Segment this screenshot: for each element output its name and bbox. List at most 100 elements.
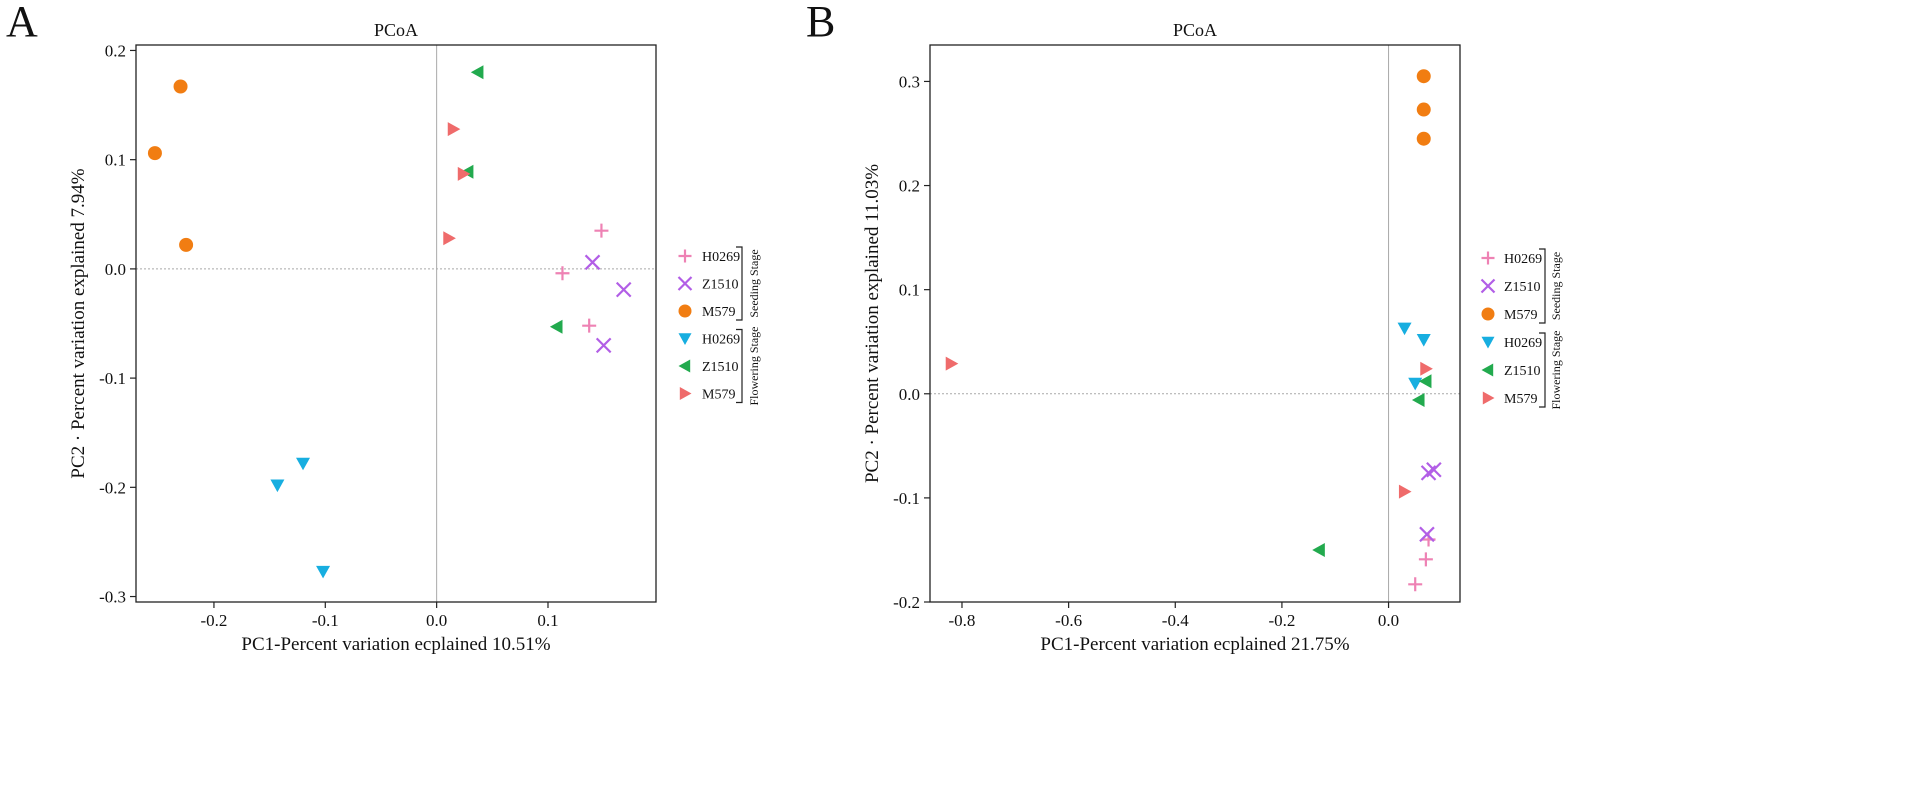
data-point <box>594 223 609 238</box>
data-point <box>1416 334 1431 347</box>
y-tick-label: -0.1 <box>99 369 126 388</box>
data-point <box>1312 542 1325 557</box>
data-point <box>1419 526 1435 543</box>
legend-marker <box>1482 391 1495 405</box>
legend-label: M579 <box>1504 392 1537 407</box>
legend-label: Z1510 <box>1504 280 1541 295</box>
legend-marker <box>678 249 692 263</box>
data-point <box>584 254 601 271</box>
data-point <box>1397 322 1412 336</box>
legend-marker <box>677 276 693 291</box>
data-point <box>179 237 194 252</box>
legend-label: Z1510 <box>702 360 739 375</box>
panel-letter: B <box>806 0 835 46</box>
data-point <box>1416 69 1431 84</box>
y-axis-label: PC2 · Percent variation explained 7.94% <box>68 168 89 478</box>
panel-a: A PCoA -0.2 -0.1 0.0 0.1 -0.3 -0.2 -0.1 0.0 0.1 0.2… <box>6 0 761 655</box>
legend-group-label: Flowering Stage <box>747 327 761 406</box>
x-tick-label: -0.8 <box>949 611 976 630</box>
y-tick-label: -0.1 <box>893 489 920 508</box>
data-point <box>582 318 597 333</box>
data-point <box>1416 102 1431 117</box>
data-point <box>147 146 162 161</box>
x-axis-label: PC1-Percent variation ecplained 21.75% <box>1040 634 1349 655</box>
x-axis-label: PC1-Percent variation ecplained 10.51% <box>241 634 550 655</box>
data-point <box>1420 465 1437 481</box>
data-point <box>615 281 632 298</box>
panel-b: B PCoA -0.8 -0.6 -0.4 -0.2 0.0 -0.2 -0.1 0.0 0.1 0.… <box>806 0 1563 655</box>
data-point <box>555 266 570 281</box>
data-point <box>1418 552 1433 567</box>
data-point <box>1398 484 1412 499</box>
data-point <box>457 166 471 181</box>
legend-marker <box>1481 336 1495 349</box>
y-axis-label: PC2 · Percent variation explained 11.03% <box>862 164 883 483</box>
data-point <box>1420 361 1433 376</box>
legend-marker <box>1480 278 1496 294</box>
legend-label: H0269 <box>1504 252 1542 267</box>
data-point <box>595 337 612 354</box>
y-tick-label: 0.1 <box>899 281 920 300</box>
legend-label: Z1510 <box>1504 364 1541 379</box>
legend-bracket <box>736 246 743 321</box>
y-tick-label: 0.1 <box>105 151 126 170</box>
x-tick-label: 0.0 <box>426 611 447 630</box>
chart-title: PCoA <box>374 20 418 40</box>
panel-letter: A <box>6 0 38 46</box>
data-point <box>945 356 959 371</box>
y-tick-label: -0.3 <box>99 588 126 607</box>
legend-group-label: Flowering Stage <box>1549 331 1563 410</box>
legend-marker <box>679 387 692 400</box>
legend-label: Z1510 <box>702 278 739 293</box>
x-tick-label: -0.4 <box>1162 611 1189 630</box>
legend-label: H0269 <box>702 250 740 265</box>
legend-marker <box>1481 307 1495 321</box>
data-point <box>1408 577 1423 592</box>
x-tick-label: -0.6 <box>1055 611 1082 630</box>
y-tick-label: 0.3 <box>899 72 920 91</box>
legend-bracket <box>1539 248 1546 324</box>
data-point <box>1416 131 1431 146</box>
x-tick-label: -0.1 <box>312 611 339 630</box>
data-point <box>316 565 331 579</box>
data-point <box>1418 374 1432 389</box>
data-point <box>296 457 311 471</box>
y-tick-label: -0.2 <box>893 593 920 612</box>
legend-group-label: Seeding Stage <box>1549 252 1563 320</box>
legend-marker <box>1481 363 1494 377</box>
y-tick-label: -0.2 <box>99 478 126 497</box>
data-point <box>1411 393 1425 408</box>
legend-marker <box>678 304 692 318</box>
y-tick-label: 0.0 <box>899 385 920 404</box>
legend-label: M579 <box>702 305 735 320</box>
legend-bracket <box>736 328 743 404</box>
legend-marker <box>678 333 692 345</box>
legend-group-label: Seeding Stage <box>747 249 761 317</box>
data-point <box>447 122 461 137</box>
data-point <box>470 65 484 80</box>
data-point <box>1408 377 1423 391</box>
y-tick-label: 0.2 <box>105 41 126 60</box>
legend-bracket <box>1539 332 1546 408</box>
y-tick-label: 0.0 <box>105 260 126 279</box>
data-point <box>549 319 563 334</box>
legend-label: M579 <box>702 388 735 403</box>
legend-marker <box>678 359 691 373</box>
plot-frame <box>929 44 1461 603</box>
x-tick-label: -0.2 <box>1268 611 1295 630</box>
plot-frame <box>135 44 657 603</box>
legend-marker <box>1481 251 1495 265</box>
x-tick-label: 0.1 <box>537 611 558 630</box>
data-point <box>460 164 474 179</box>
legend-label: H0269 <box>1504 336 1542 351</box>
legend-label: H0269 <box>702 333 740 348</box>
y-tick-label: 0.2 <box>899 177 920 196</box>
x-tick-label: -0.2 <box>200 611 227 630</box>
legend-label: M579 <box>1504 308 1537 323</box>
chart-title: PCoA <box>1173 20 1217 40</box>
x-tick-label: 0.0 <box>1378 611 1399 630</box>
data-point <box>443 231 456 246</box>
data-point <box>173 79 188 94</box>
data-point <box>270 479 285 493</box>
